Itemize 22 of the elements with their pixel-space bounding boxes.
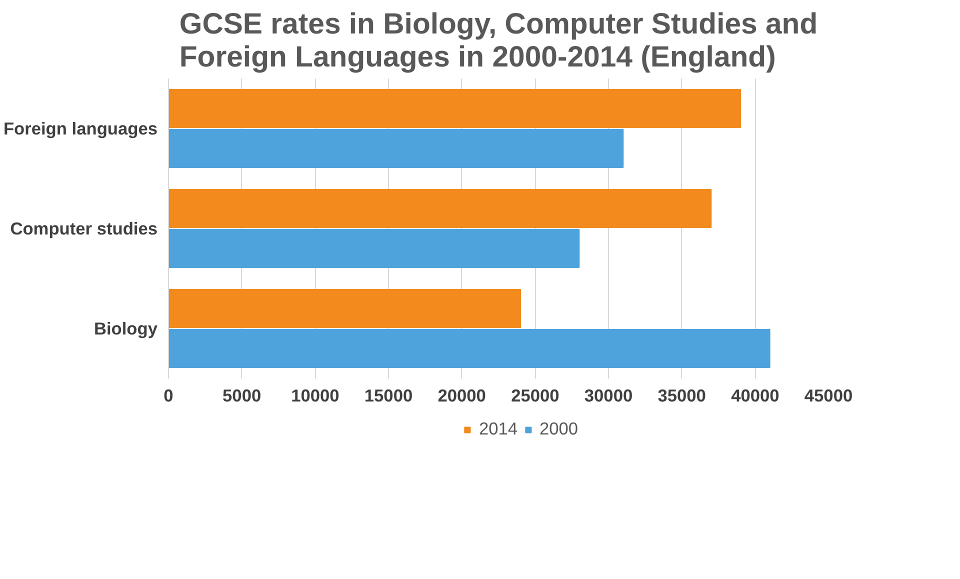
x-tick-label: 15000 <box>364 386 413 406</box>
x-tick-label: 5000 <box>222 386 262 406</box>
bar <box>168 89 741 128</box>
legend-label: 2000 <box>540 418 578 440</box>
chart-title: GCSE rates in Biology, Computer Studies and Foreign Languages in 2000-2014 (England) <box>179 8 818 74</box>
x-tick-label: 25000 <box>511 386 560 406</box>
y-tick-label: Computer studies <box>10 218 158 238</box>
x-tick-label: 40000 <box>731 386 780 406</box>
legend-label: 2014 <box>478 418 518 440</box>
bar <box>168 129 624 168</box>
x-tick-label: 45000 <box>804 386 853 406</box>
bar <box>168 329 770 368</box>
x-tick-label: 0 <box>164 386 174 406</box>
bar <box>168 189 712 228</box>
y-tick-label: Biology <box>94 318 158 338</box>
bar <box>168 289 521 328</box>
x-tick-label: 20000 <box>438 386 486 406</box>
x-tick-label: 35000 <box>658 386 706 406</box>
bar <box>168 229 580 268</box>
x-tick-label: 10000 <box>291 386 340 406</box>
y-tick-label: Foreign languages <box>3 118 158 138</box>
x-tick-label: 30000 <box>584 386 633 406</box>
